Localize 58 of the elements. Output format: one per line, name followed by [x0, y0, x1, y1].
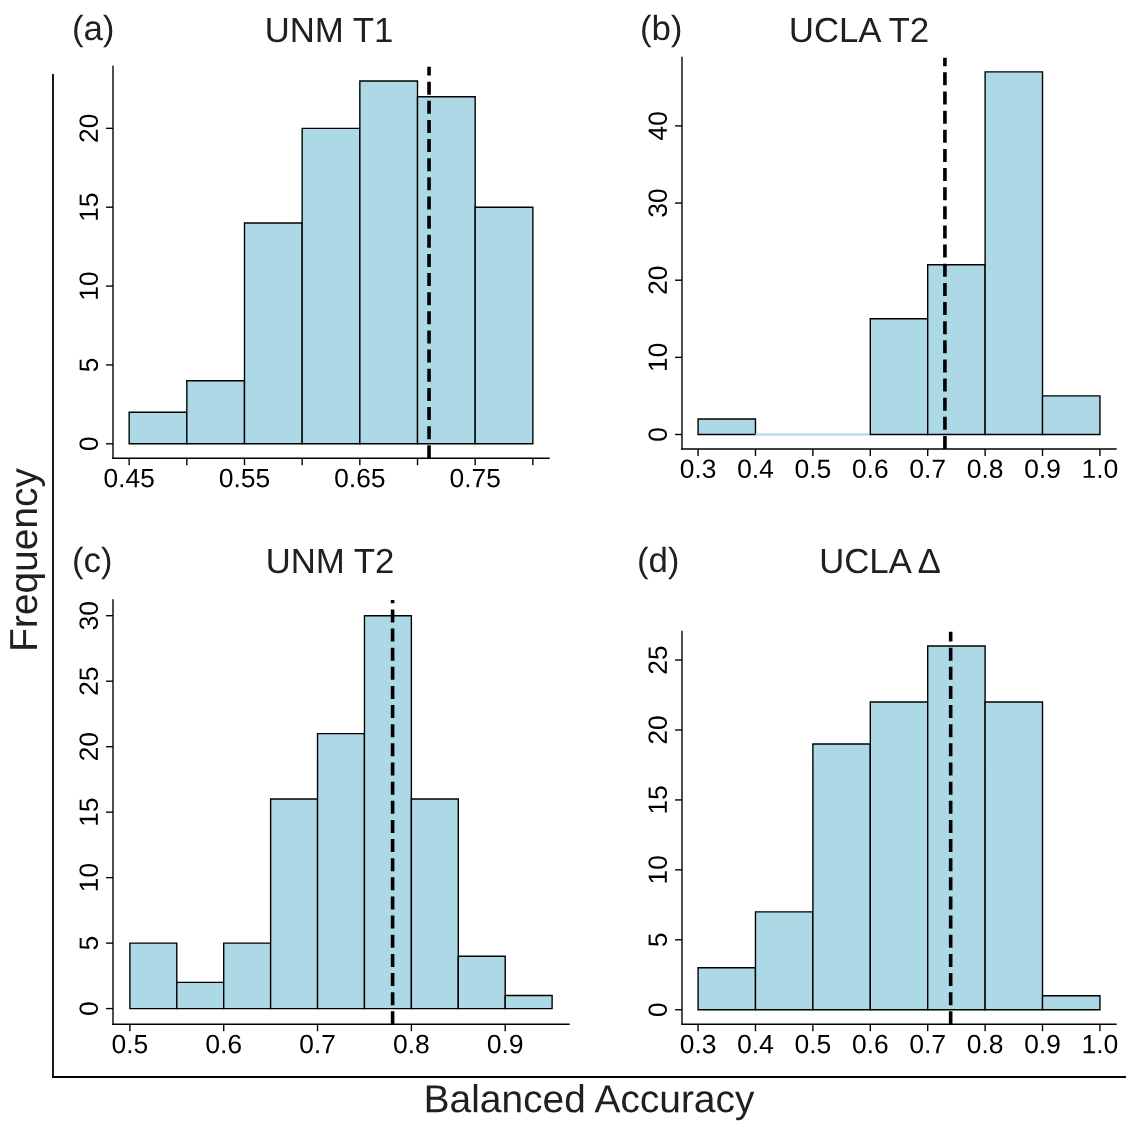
y-tick-label: 0: [648, 1003, 668, 1017]
text: (a): [74, 14, 113, 48]
chart-title: UCLA T2: [791, 17, 928, 43]
y-tick-label: 15: [79, 798, 99, 825]
y-tick-label: 15: [648, 786, 668, 813]
x-tick-label: 0.8: [967, 459, 1003, 479]
x-tick-label: 0.9: [1025, 1034, 1060, 1054]
y-tick-label: 40: [648, 112, 668, 140]
x-tick-label: 0.8: [394, 1034, 429, 1054]
x-tick-label: 0.45: [104, 468, 154, 488]
y-tick-label: 20: [79, 733, 99, 761]
x-tick-label: 0.75: [450, 468, 500, 488]
x-tick-label: 0.9: [487, 1034, 523, 1054]
y-tick-label: 10: [648, 856, 668, 883]
text: (c): [74, 546, 111, 580]
x-tick-label: 0.65: [335, 468, 385, 488]
y-tick-label: 20: [648, 716, 668, 744]
x-tick-label: 0.5: [795, 459, 831, 479]
x-tick-label: 0.3: [680, 1034, 716, 1054]
chart-title: UCLA Δ: [821, 548, 940, 574]
y-tick-label: 15: [79, 193, 99, 220]
y-tick-label: 0: [79, 1002, 99, 1015]
y-tick-label: 20: [79, 114, 99, 142]
y-tick-label: 25: [79, 667, 99, 695]
x-tick-label: 0.9: [1025, 459, 1060, 479]
y-tick-label: 10: [79, 863, 99, 891]
x-tick-label: 0.8: [967, 1034, 1003, 1054]
y-tick-label: 10: [648, 343, 668, 371]
x-tick-label: 0.5: [112, 1034, 148, 1054]
chart-title: UNM T2: [268, 548, 393, 574]
chart-title: UNM T1: [267, 18, 392, 43]
y-tick-label: 5: [648, 933, 668, 947]
x-tick-label: 0.4: [738, 1034, 774, 1054]
y-tick-label: 10: [79, 272, 99, 299]
y-tick-label: 30: [79, 602, 99, 630]
x-tick-label: 0.6: [206, 1034, 241, 1054]
x-tick-label: 0.3: [680, 459, 716, 479]
y-tick-label: 20: [648, 266, 668, 294]
text: (b): [642, 14, 681, 48]
x-tick-label: 0.55: [219, 468, 270, 488]
x-tick-label: 1.0: [1083, 459, 1118, 479]
x-tick-label: 0.6: [852, 459, 888, 479]
x-tick-label: 1.0: [1083, 1034, 1118, 1054]
y-tick-label: 0: [79, 437, 99, 451]
y-axis-title: Frequency: [10, 468, 45, 649]
y-tick-label: 25: [648, 646, 668, 674]
x-tick-label: 0.6: [852, 1034, 888, 1054]
text: (d): [639, 546, 678, 580]
y-tick-label: 0: [648, 428, 668, 441]
y-tick-label: 5: [79, 358, 99, 372]
x-tick-label: 0.7: [910, 459, 945, 479]
x-tick-label: 0.7: [300, 1034, 335, 1054]
x-tick-label: 0.7: [910, 1034, 945, 1054]
x-tick-label: 0.5: [795, 1034, 831, 1054]
x-tick-label: 0.4: [738, 459, 774, 479]
y-tick-label: 30: [648, 189, 668, 217]
y-tick-label: 5: [79, 936, 99, 950]
x-axis-title: Balanced Accuracy: [426, 1084, 755, 1121]
